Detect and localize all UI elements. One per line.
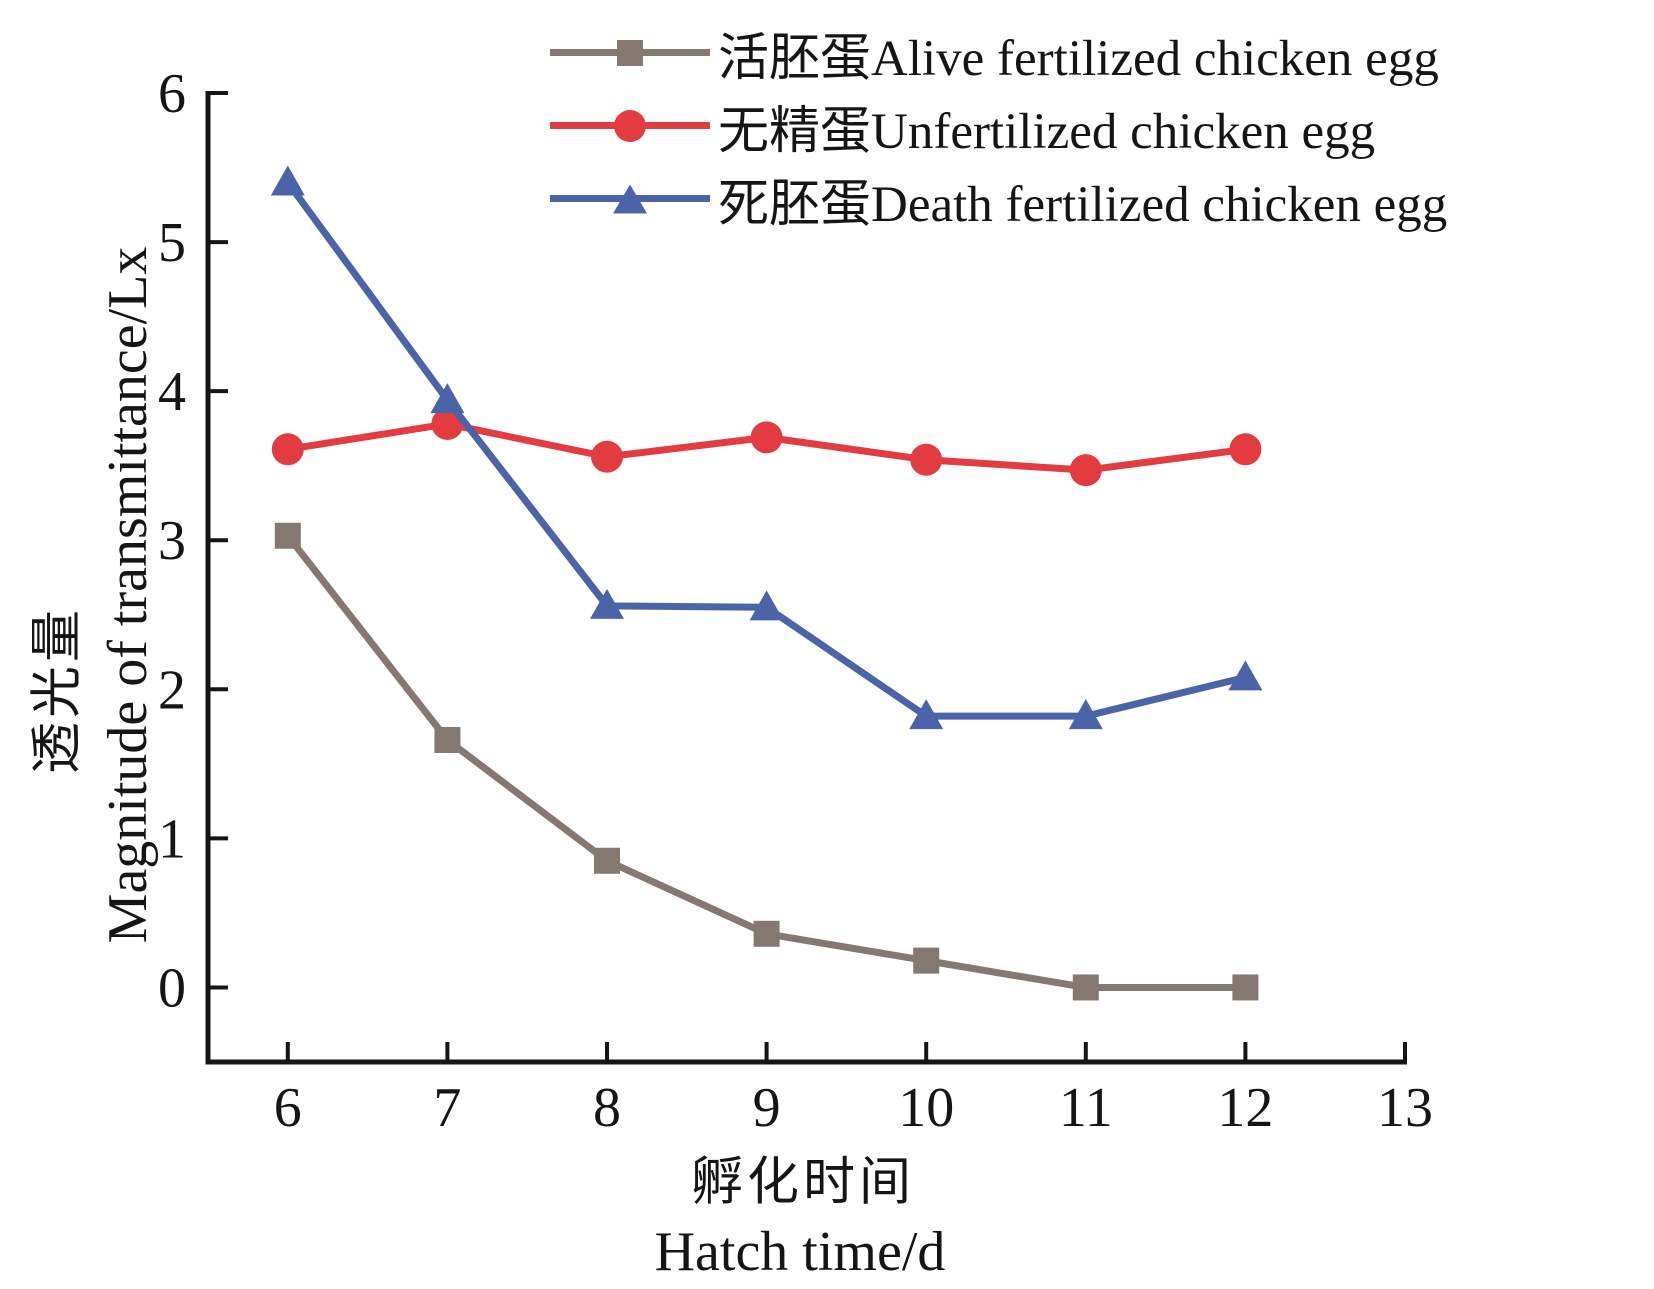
triangle-marker-icon [550,178,710,220]
circle-marker-icon [910,443,943,476]
circle-marker-icon [550,105,710,147]
x-tick-label: 10 [898,1077,954,1139]
x-tick-label: 12 [1217,1077,1273,1139]
y-tick-label: 4 [158,361,186,423]
y-axis-title-en: Magnitude of transmittance/Lx [97,246,159,944]
legend-triangle [613,184,647,213]
square-marker-icon [753,920,780,947]
circle-marker-icon [271,433,304,466]
triangle-marker-icon [909,699,944,730]
square-marker-icon [550,32,710,74]
legend-item-death-fertilized-egg: 死胚蛋Death fertilized chicken egg [550,162,1447,235]
y-tick-label: 3 [158,510,186,572]
x-tick-label: 9 [753,1077,781,1139]
x-tick-label: 11 [1059,1077,1113,1139]
triangle-marker-icon [1228,660,1263,691]
circle-marker-icon [1069,454,1102,487]
legend: 活胚蛋Alive fertilized chicken egg 无精蛋Unfer… [550,16,1447,235]
square-marker-icon [913,947,940,974]
y-axis-title-zh: 透光量 [29,605,87,775]
triangle-marker-icon [270,165,305,196]
square-marker-icon [1072,974,1099,1001]
square-marker-icon [274,522,301,549]
circle-marker-icon [591,440,623,473]
circle-marker-icon [750,421,783,454]
triangle-marker-icon [430,383,465,414]
legend-label: 活胚蛋Alive fertilized chicken egg [718,30,1439,87]
legend-item-alive-fertilized-egg: 活胚蛋Alive fertilized chicken egg [550,16,1447,89]
y-tick-label: 1 [158,808,186,870]
data-series [270,165,1263,1001]
x-tick-label: 8 [593,1077,621,1139]
triangle-marker-icon [590,588,624,619]
triangle-marker-icon [1068,699,1103,730]
x-tick-label: 7 [433,1077,461,1139]
legend-square [617,39,643,66]
x-tick-label: 6 [274,1077,302,1139]
square-marker-icon [594,847,620,874]
y-tick-label: 0 [158,957,186,1019]
legend-item-unfertilized-egg: 无精蛋Unfertilized chicken egg [550,89,1447,162]
x-axis-title-en: Hatch time/d [654,1221,946,1283]
legend-circle [614,109,646,142]
square-marker-icon [434,726,461,753]
y-tick-label: 2 [158,659,186,721]
legend-label: 无精蛋Unfertilized chicken egg [718,103,1376,160]
square-marker-icon [1232,974,1259,1001]
x-tick-label: 13 [1377,1077,1433,1139]
triangle-marker-icon [749,590,784,621]
y-tick-label: 5 [158,212,186,274]
circle-marker-icon [1229,433,1262,466]
x-axis-title-zh: 孵化时间 [690,1154,916,1212]
legend-label: 死胚蛋Death fertilized chicken egg [718,176,1448,233]
y-tick-label: 6 [158,63,186,125]
